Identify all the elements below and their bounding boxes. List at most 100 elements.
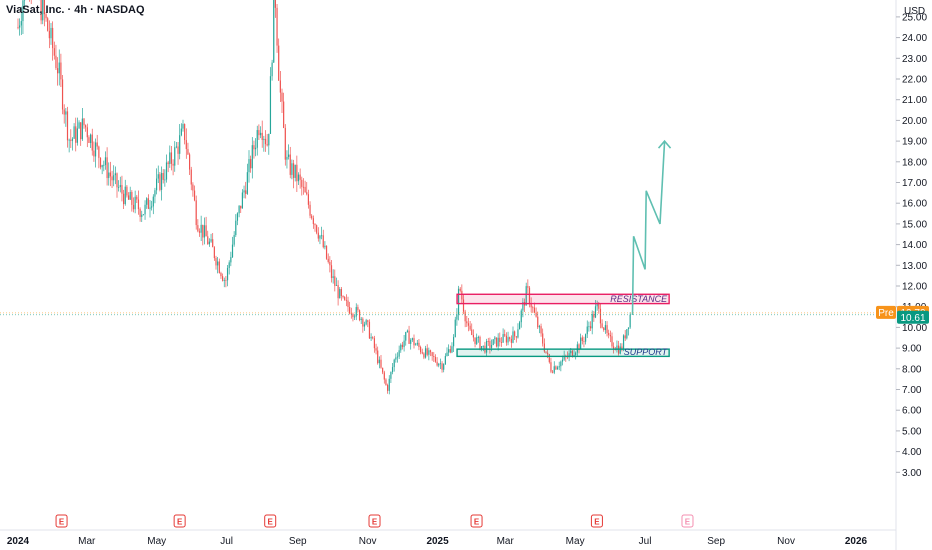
candle-body <box>406 330 408 333</box>
candle-body <box>78 122 80 129</box>
candle-body <box>426 348 428 355</box>
candle-body <box>514 331 516 337</box>
candle-body <box>603 327 605 331</box>
candle-body <box>380 359 382 368</box>
candle-body <box>611 336 613 347</box>
earnings-marker[interactable]: E <box>173 514 186 528</box>
candle-body <box>342 295 344 298</box>
candle-body <box>490 345 493 348</box>
candle-body <box>479 336 481 350</box>
candle-body <box>212 239 214 248</box>
candle-body <box>98 146 100 158</box>
candle-body <box>22 0 24 22</box>
candle-body <box>202 224 204 238</box>
candle-body <box>193 190 196 201</box>
earnings-marker-box <box>264 514 277 528</box>
candle-body <box>200 224 202 233</box>
earnings-marker[interactable]: E <box>681 514 694 528</box>
candle-body <box>350 313 352 315</box>
candle-body <box>519 322 521 330</box>
resistance-zone[interactable] <box>456 293 670 305</box>
candle-body <box>383 372 385 380</box>
candle-body <box>415 344 417 346</box>
candle-body <box>314 224 316 226</box>
time-axis-year-label: 2025 <box>426 536 449 547</box>
candle-body <box>126 186 128 196</box>
price-axis-tick-label: 16.00 <box>902 199 927 210</box>
candle-body <box>301 179 303 187</box>
candle-body <box>396 356 399 358</box>
candle-body <box>512 331 514 343</box>
candle-body <box>174 147 176 166</box>
candle-body <box>292 163 295 178</box>
price-axis-tick-label: 13.00 <box>902 261 927 272</box>
price-axis-tick-label: 25.00 <box>902 12 927 23</box>
candle-body <box>586 326 588 335</box>
earnings-marker-label: E <box>59 518 65 527</box>
candle-body <box>271 62 273 77</box>
candle-body <box>261 132 263 141</box>
candle-body <box>454 319 456 338</box>
projection-layer <box>631 139 672 316</box>
price-axis-tick-label: 14.00 <box>902 240 927 251</box>
candle-body <box>481 346 483 350</box>
candle-body <box>616 345 618 351</box>
candle-body <box>444 356 446 364</box>
candle-body <box>316 225 318 233</box>
candle-body <box>347 300 349 307</box>
candle-body <box>197 225 199 232</box>
price-axis-tick-label: 22.00 <box>902 75 927 86</box>
price-axis-tick-label: 4.00 <box>902 447 922 458</box>
candle-body <box>466 321 468 324</box>
candle-body <box>378 359 380 364</box>
candle-body <box>448 349 450 353</box>
candle-body <box>50 27 52 39</box>
candle-body <box>281 92 283 102</box>
candle-body <box>73 126 75 139</box>
candle-body <box>311 215 313 219</box>
candle-body <box>226 267 229 281</box>
candle-body <box>436 361 438 366</box>
earnings-marker[interactable]: E <box>264 514 277 528</box>
candle-body <box>601 323 603 328</box>
candle-body <box>598 303 600 309</box>
candle-body <box>550 362 552 372</box>
time-axis-year-label: 2024 <box>7 536 30 547</box>
time-axis-year-label: 2026 <box>845 536 868 547</box>
candle-body <box>80 122 82 140</box>
earnings-marker-label: E <box>268 518 274 527</box>
time-axis[interactable]: 2024 Mar May Jul Sep Nov 2025 Mar May Jul Sep Nov 20… <box>7 536 868 547</box>
earnings-marker[interactable]: E <box>470 514 483 528</box>
candle-body <box>258 130 260 136</box>
candle-body <box>259 132 262 136</box>
support-zone[interactable] <box>456 348 670 358</box>
candle-body <box>134 196 136 210</box>
candle-body <box>129 192 131 200</box>
symbol-legend[interactable]: ViaSat, Inc. · 4h · NASDAQ <box>6 4 145 16</box>
candle-body <box>256 130 258 148</box>
candle-body <box>246 172 248 194</box>
candle-body <box>273 0 275 63</box>
candle-body <box>57 68 59 74</box>
candle-body <box>613 346 615 349</box>
candle-body <box>391 367 394 373</box>
candle-body <box>124 186 126 205</box>
candle-body <box>553 366 555 373</box>
candle-body <box>288 154 290 157</box>
candle-body <box>538 326 540 328</box>
last-price-label: 10.61 <box>900 313 925 324</box>
candle-body <box>175 146 177 148</box>
candle-body <box>81 118 83 140</box>
candle-body <box>116 173 118 188</box>
projection-path-line[interactable] <box>631 141 666 316</box>
earnings-marker[interactable]: E <box>590 514 603 528</box>
earnings-marker[interactable]: E <box>368 514 381 528</box>
candle-body <box>408 330 410 344</box>
price-axis-tick-label: 20.00 <box>902 116 927 127</box>
support-zone-label: SUPPORT <box>624 347 669 357</box>
candle-body <box>302 186 305 188</box>
candle-body <box>283 101 285 128</box>
earnings-marker[interactable]: E <box>55 514 68 528</box>
